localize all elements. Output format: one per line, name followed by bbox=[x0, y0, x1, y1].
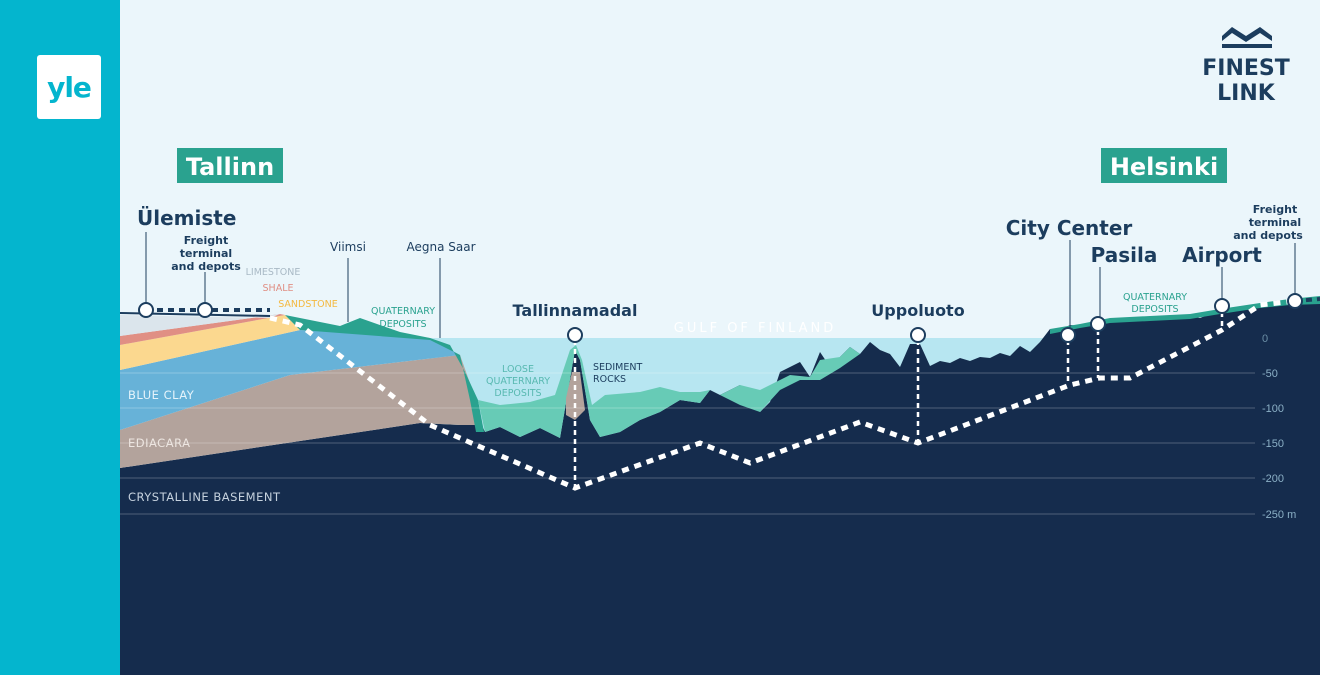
crystalline-basement bbox=[120, 298, 1320, 675]
station-name-pasila: Pasila bbox=[1091, 243, 1158, 267]
helsinki-label: Helsinki bbox=[1110, 153, 1218, 181]
station-marker-pasila[interactable] bbox=[1090, 316, 1106, 332]
layer-label-sediment-rocks: SEDIMENT bbox=[593, 362, 642, 373]
sandstone-layer bbox=[120, 315, 300, 370]
depth-scale: 0 -50 -100 -150 -200 -250 m bbox=[1262, 333, 1296, 521]
finest-link-logo-text: LINK bbox=[1217, 81, 1276, 106]
layer-label-loose-quaternary: QUATERNARY bbox=[486, 376, 550, 387]
depth-grid bbox=[120, 372, 1255, 515]
gulf-of-finland-label: GULF OF FINLAND bbox=[674, 321, 837, 336]
place-aegna-saar: Aegna Saar bbox=[406, 240, 475, 254]
tallinn-label-box bbox=[177, 148, 283, 183]
place-viimsi: Viimsi bbox=[330, 240, 366, 254]
station-markers bbox=[138, 293, 1303, 343]
crown-icon bbox=[1222, 27, 1272, 48]
finest-link-logo-text: FINEST bbox=[1202, 56, 1290, 81]
depth-label: -100 bbox=[1262, 403, 1284, 415]
freight-right-line: Freight bbox=[1253, 203, 1297, 216]
station-name-city-center: City Center bbox=[1006, 216, 1133, 240]
station-marker-freight-right[interactable] bbox=[1287, 293, 1303, 309]
depth-label: -250 m bbox=[1262, 509, 1296, 521]
quaternary-deposits-right bbox=[1050, 296, 1320, 334]
layer-label-quaternary-right: QUATERNARY bbox=[1123, 292, 1187, 303]
shale-layer bbox=[120, 314, 285, 345]
station-name-airport: Airport bbox=[1182, 243, 1262, 267]
layer-label-ediacara: EDIACARA bbox=[128, 436, 190, 450]
station-marker-tallinnamadal[interactable] bbox=[567, 327, 583, 343]
station-shafts bbox=[573, 312, 1224, 488]
station-marker-freight-left[interactable] bbox=[197, 302, 213, 318]
layer-label-sandstone: SANDSTONE bbox=[278, 299, 338, 310]
helsinki-label-box bbox=[1101, 148, 1227, 183]
ediacara-layer bbox=[120, 355, 480, 468]
freight-left-line: and depots bbox=[171, 260, 241, 273]
tallinn-label: Tallinn bbox=[186, 153, 274, 181]
freight-right-line: and depots bbox=[1233, 229, 1303, 242]
layer-label-quaternary-right: DEPOSITS bbox=[1131, 304, 1178, 315]
layer-label-loose-quaternary: LOOSE bbox=[502, 364, 534, 375]
layer-label-shale: SHALE bbox=[263, 283, 294, 294]
station-marker-uppoluoto[interactable] bbox=[910, 327, 926, 343]
station-marker-airport[interactable] bbox=[1214, 298, 1230, 314]
layer-label-sediment-rocks: ROCKS bbox=[593, 374, 626, 385]
layer-label-quaternary-left: QUATERNARY bbox=[371, 306, 435, 317]
station-name-tallinnamadal: Tallinnamadal bbox=[513, 301, 638, 320]
quaternary-sediment-right bbox=[720, 347, 860, 412]
station-name-ulemiste: Ülemiste bbox=[137, 206, 236, 230]
layer-label-blue-clay: BLUE CLAY bbox=[128, 388, 195, 402]
layer-label-quaternary-left: DEPOSITS bbox=[379, 319, 426, 330]
yle-logo[interactable]: yle bbox=[37, 55, 101, 119]
tunnel-route bbox=[269, 298, 1296, 491]
depth-label: -200 bbox=[1262, 473, 1284, 485]
layer-label-limestone: LIMESTONE bbox=[246, 267, 301, 278]
depth-label: 0 bbox=[1262, 333, 1268, 345]
freight-left-line: Freight bbox=[184, 234, 228, 247]
layer-label-crystalline-basement: CRYSTALLINE BASEMENT bbox=[128, 490, 281, 504]
loose-quaternary-deposits bbox=[478, 345, 710, 438]
finest-link-logo: FINEST LINK bbox=[1202, 27, 1290, 106]
limestone-layer bbox=[120, 314, 280, 336]
station-marker-city-center[interactable] bbox=[1060, 327, 1076, 343]
freight-right-line: terminal bbox=[1249, 216, 1301, 229]
sidebar: yle bbox=[0, 0, 120, 675]
layer-label-loose-quaternary: DEPOSITS bbox=[494, 388, 541, 399]
station-name-uppoluoto: Uppoluoto bbox=[871, 301, 964, 320]
blue-clay-layer bbox=[120, 330, 460, 430]
depth-label: -50 bbox=[1262, 368, 1278, 380]
depth-label: -150 bbox=[1262, 438, 1284, 450]
leader-lines bbox=[145, 232, 1296, 338]
quaternary-deposits-left bbox=[285, 315, 484, 432]
freight-left-line: terminal bbox=[180, 247, 232, 260]
station-marker-ulemiste[interactable] bbox=[138, 302, 154, 318]
tunnel-cross-section: 0 -50 -100 -150 -200 -250 m bbox=[120, 0, 1320, 675]
